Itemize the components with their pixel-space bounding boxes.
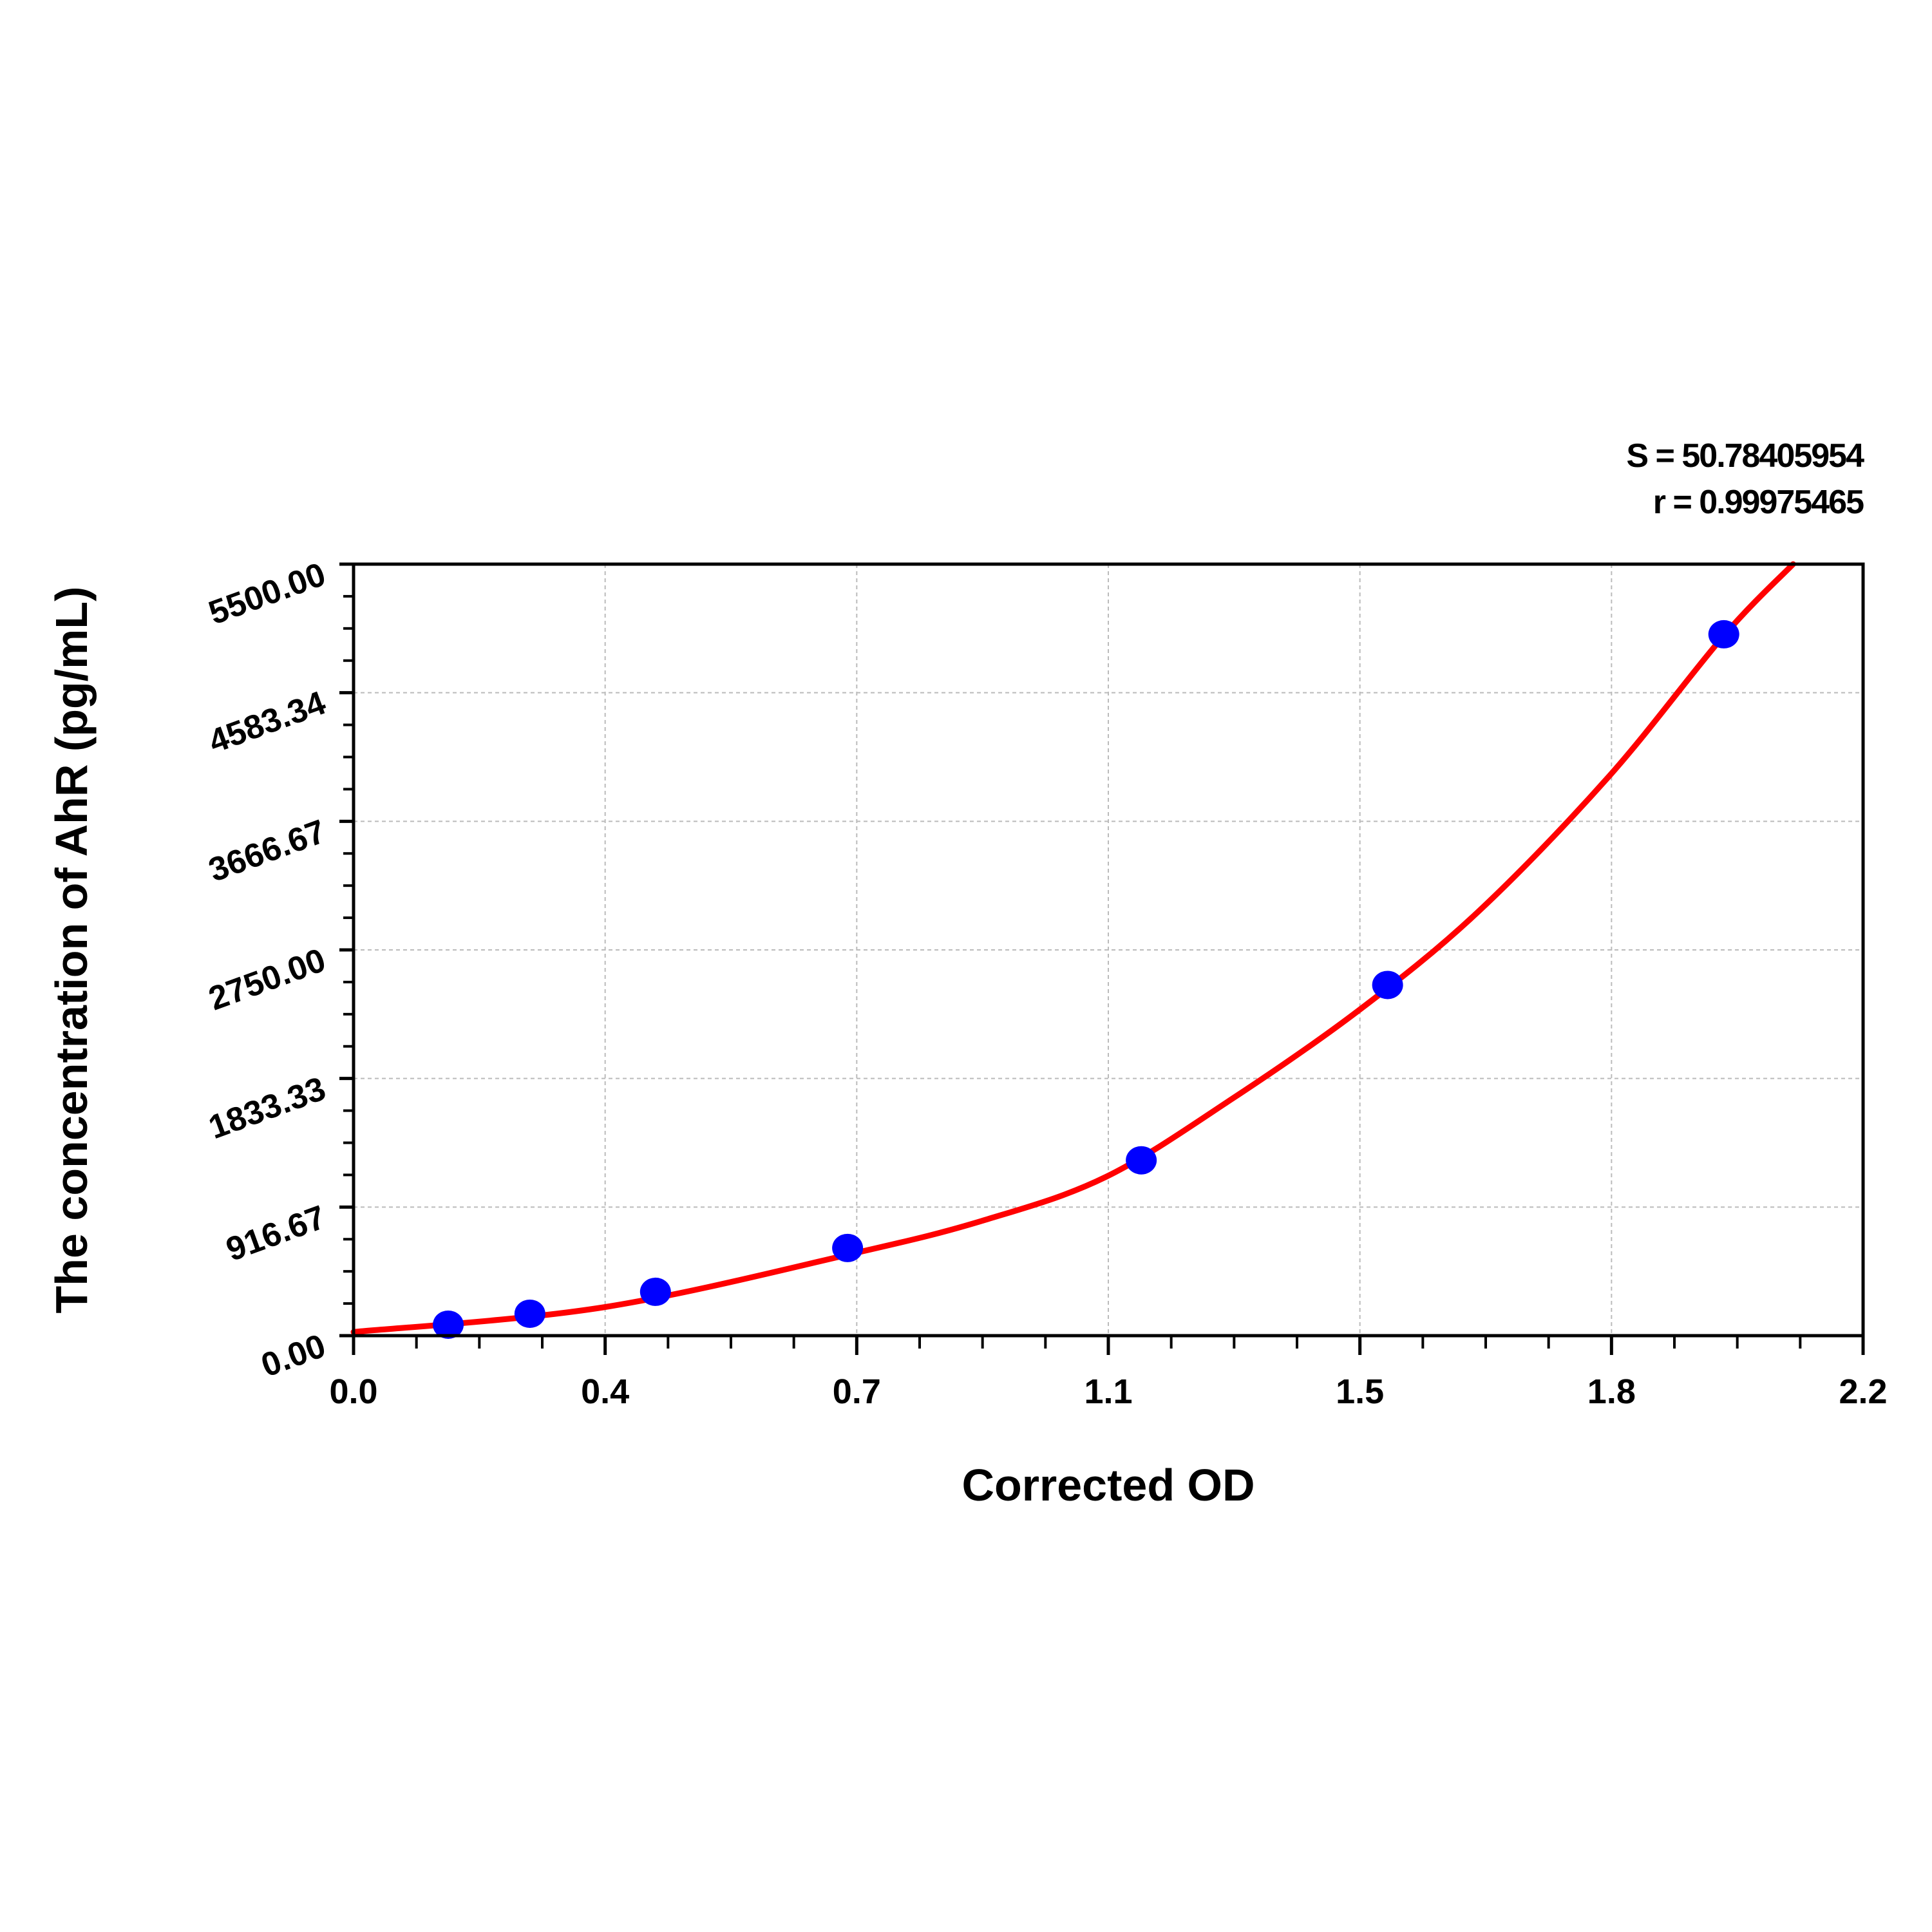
x-tick-label: 0.4 xyxy=(581,1372,629,1411)
x-axis-label: Corrected OD xyxy=(961,1460,1255,1510)
data-point xyxy=(1708,620,1739,649)
data-point xyxy=(832,1233,864,1262)
y-tick-label: 2750.00 xyxy=(204,942,330,1018)
x-tick-label: 1.8 xyxy=(1587,1372,1636,1411)
y-tick-label: 4583.34 xyxy=(204,684,331,761)
data-point xyxy=(639,1277,671,1306)
y-tick-labels: 0.00 916.67 1833.33 2750.00 3666.67 4583.34 55… xyxy=(204,556,331,1385)
plot-frame xyxy=(352,562,1865,1338)
y-tick-label: 3666.67 xyxy=(204,813,330,889)
y-tick-label: 1833.33 xyxy=(204,1070,330,1146)
y-tick-label: 0.00 xyxy=(256,1327,330,1385)
grid xyxy=(354,564,1863,1336)
x-tick-label: 0.7 xyxy=(833,1372,881,1411)
x-tick-label: 0.0 xyxy=(329,1372,377,1411)
x-tick-label: 2.2 xyxy=(1839,1372,1887,1411)
annotation-r: r = 0.99975465 xyxy=(1653,484,1864,521)
data-point xyxy=(514,1299,545,1328)
fitted-curve xyxy=(350,561,1796,1335)
data-point xyxy=(1372,971,1403,999)
x-tick-label: 1.1 xyxy=(1084,1372,1132,1411)
data-point xyxy=(1126,1146,1157,1175)
axis-ticks xyxy=(339,562,1865,1355)
data-point xyxy=(433,1310,464,1339)
y-axis-label: The concentration of AhR (pg/mL) xyxy=(46,587,97,1314)
annotation-s: S = 50.78405954 xyxy=(1626,437,1864,475)
x-tick-label: 1.5 xyxy=(1336,1372,1384,1411)
y-tick-label: 5500.00 xyxy=(204,556,330,632)
data-points xyxy=(433,620,1739,1339)
y-tick-label: 916.67 xyxy=(222,1198,330,1269)
x-tick-labels: 0.0 0.4 0.7 1.1 1.5 1.8 2.2 xyxy=(329,1372,1887,1411)
